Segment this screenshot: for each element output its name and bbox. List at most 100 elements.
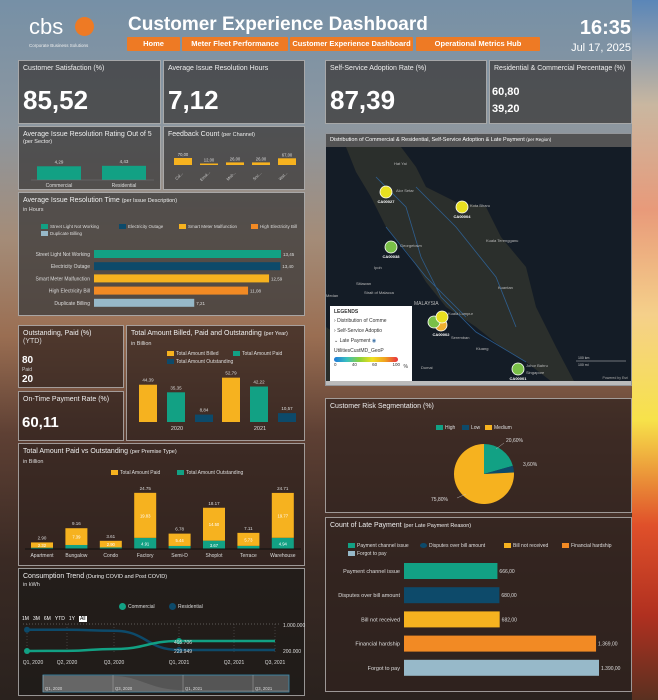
- bar-paid-label: 14.50: [209, 522, 220, 527]
- logo: cbs Corporate Business Solutions: [25, 14, 105, 54]
- category-label: Duplicate Billing: [54, 301, 90, 307]
- bar-value-label: 4,43: [120, 159, 129, 164]
- bar-commercial: [37, 166, 81, 180]
- slice-medium: [454, 444, 514, 504]
- bar-2021-1: [250, 386, 268, 422]
- bar-paid-label: 2.32: [38, 543, 47, 548]
- x-tick-label: Q3, 2020: [104, 660, 125, 666]
- place-label: Kuala Lumpur: [448, 311, 474, 316]
- panel-outstanding-paid: Outstanding, Paid (%) (YTD) 80 Paid 20: [18, 325, 124, 388]
- nav-customer-experience[interactable]: Customer Experience Dashboard: [290, 37, 413, 51]
- place-label: Kuantan: [498, 285, 513, 290]
- scale-label: 100 mi: [578, 363, 589, 367]
- kpi-paid-value: 80: [22, 355, 34, 366]
- kpi-ontime-payment: On-Time Payment Rate (%) 60,11: [18, 391, 124, 441]
- bar-total-label: 6.78: [175, 527, 184, 532]
- legend-color-scale: [334, 357, 398, 362]
- bar-electricity-outage: [94, 262, 281, 271]
- map-point: [511, 362, 525, 376]
- logo-text: cbs: [29, 14, 64, 39]
- bar-paid-label: 2.90: [107, 542, 116, 547]
- bar-outstanding: [99, 547, 122, 549]
- bar-outstanding: [134, 537, 157, 549]
- legend-label: Smart Meter Malfunction: [188, 224, 238, 229]
- chart-title-note: (per Year): [263, 331, 288, 337]
- late-payment-chart: Payment channel issue 666,00 Disputes over…: [338, 563, 621, 676]
- bar-value-label: 682,00: [502, 617, 518, 623]
- category-label: Shoplot: [206, 553, 224, 559]
- place-label: Seremban: [451, 335, 469, 340]
- premise-chart: 2.90 2.32 Apartment 9.16 7.39 Bungalow 3.61 2.9…: [25, 486, 301, 559]
- chart-title-note: (per Sector): [23, 139, 53, 145]
- range-1y[interactable]: 1Y: [68, 616, 75, 622]
- chart-title-note: (per Channel): [221, 132, 255, 138]
- legend-layer-distribution[interactable]: › Distribution of Comme: [334, 318, 387, 324]
- year-label: 2020: [171, 426, 183, 432]
- chart-title: Feedback Count: [168, 131, 220, 138]
- billed-chart: 44,39 35,35 8,84 2020 52,79 42,22 10,57 2021: [139, 371, 296, 432]
- category-label: Financial hardship: [355, 642, 400, 648]
- legend-layer-self-service[interactable]: › Self-Service Adoptio: [334, 328, 383, 334]
- range-selector: 1M 3M 6M YTD 1Y All: [22, 616, 87, 622]
- nav-meter-fleet[interactable]: Meter Fleet Performance: [182, 37, 288, 51]
- range-all[interactable]: All: [78, 616, 87, 622]
- background-edge: [632, 0, 658, 700]
- legend-layer-late-payment[interactable]: ⌄ Late Payment ◉: [334, 338, 377, 344]
- chart-title-note: (per Late Payment Reason): [403, 523, 472, 529]
- category-label: Condo: [103, 553, 118, 559]
- roads: [375, 176, 527, 363]
- kpi-value: 87,39: [330, 85, 396, 115]
- bar-value-label: 44,39: [142, 378, 154, 383]
- chart-subtitle: in kWh: [23, 582, 40, 588]
- bar-value-label: 11,08: [250, 289, 261, 294]
- logo-subtitle: Corporate Business Solutions: [29, 43, 89, 48]
- legend-swatch: [41, 231, 48, 236]
- bar-value-label: 680,00: [501, 593, 517, 599]
- bar-value-label: 1.369,00: [598, 642, 618, 648]
- place-label: Strait of Malacca: [364, 290, 395, 295]
- legend-low: Low: [462, 425, 480, 431]
- bar-total-label: 2.90: [38, 535, 47, 540]
- legend-medium: Medium: [485, 425, 512, 431]
- y-tick-label: 1.000.000: [283, 623, 305, 629]
- legend-field: UtilitiesCustMD_GeoP: [334, 348, 384, 354]
- bar-paid-label: 19.83: [140, 513, 151, 518]
- bar-bill-not-received: [404, 611, 500, 628]
- range-1m[interactable]: 1M: [22, 616, 29, 622]
- bar-outstanding: [65, 544, 88, 549]
- nav-operational-metrics[interactable]: Operational Metrics Hub: [416, 37, 540, 51]
- bar-paid-label: 19.77: [278, 513, 289, 518]
- bar-total-label: 9.16: [72, 521, 81, 526]
- bar-paid: [203, 507, 225, 541]
- kpi-title: On-Time Payment Rate (%): [23, 396, 110, 403]
- panel-premise: Total Amount Paid vs Outstanding (per Pr…: [18, 443, 305, 566]
- range-6m[interactable]: 6M: [43, 616, 51, 622]
- bar-value-label: 70,00: [178, 152, 189, 157]
- range-ytd[interactable]: YTD: [54, 616, 65, 622]
- bar-value-label: 26,00: [256, 156, 267, 161]
- place-label: Kluang: [476, 346, 488, 351]
- legend-label: High Electricity Bill: [260, 224, 297, 229]
- legend-title: LEGENDS: [334, 309, 359, 315]
- nav-home[interactable]: Home: [127, 37, 180, 51]
- chart-title-note: (per Issue Description): [121, 198, 178, 204]
- range-3m[interactable]: 3M: [32, 616, 40, 622]
- navigator-label: Q1, 2020: [45, 686, 63, 691]
- map-point-label: CA00002: [433, 332, 451, 337]
- eye-icon[interactable]: ◉: [371, 338, 377, 344]
- legend-paid: Total Amount Paid: [233, 351, 282, 357]
- x-tick-label: Q3, 2021: [265, 660, 286, 666]
- bar-2020-2: [195, 414, 213, 422]
- category-label: Apartment: [30, 553, 54, 559]
- category-label: Wal...: [278, 171, 289, 182]
- place-label: Dumai: [421, 365, 433, 370]
- bar-value-label: 52,79: [225, 371, 237, 376]
- map-scrollbar[interactable]: [326, 381, 631, 385]
- category-label: Smart Meter Malfunction: [36, 276, 91, 282]
- panel-rating: Average Issue Resolution Rating Out of 5…: [18, 126, 161, 190]
- legend-paid: Total Amount Paid: [111, 470, 160, 476]
- bar-2020-1: [167, 392, 185, 422]
- kpi-self-service: Self-Service Adoption Rate (%) 87,39: [325, 60, 487, 124]
- category-label: Commercial: [46, 183, 73, 189]
- legend-swatch: [251, 224, 258, 229]
